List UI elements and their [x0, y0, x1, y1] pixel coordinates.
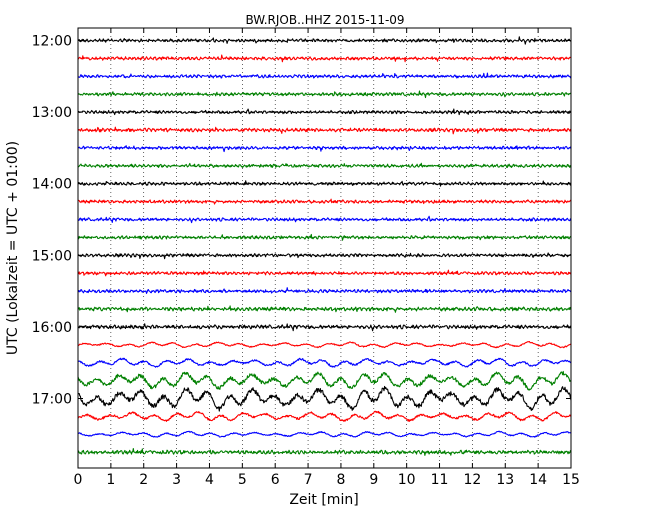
trace-line [77, 323, 572, 332]
trace-line [77, 305, 572, 313]
trace-line [77, 126, 572, 135]
trace-line [77, 180, 572, 187]
trace-line [77, 198, 572, 205]
trace-line [77, 233, 572, 241]
trace-line [77, 430, 572, 438]
x-tick-label: 5 [238, 472, 247, 488]
trace-line [77, 108, 572, 116]
trace-line [77, 36, 572, 45]
vertical-gridlines [110, 28, 539, 468]
x-tick-label: 11 [431, 472, 449, 488]
trace-line [77, 252, 572, 260]
y-tick-label: 14:00 [32, 177, 72, 193]
trace-line [77, 287, 572, 294]
trace-line [77, 341, 572, 349]
y-tick-label: 15:00 [32, 248, 72, 264]
x-tick-label: 12 [463, 472, 481, 488]
x-tick-label: 2 [139, 472, 148, 488]
x-tick-label: 6 [271, 472, 280, 488]
trace-line [77, 448, 572, 456]
x-tick-label: 8 [336, 472, 345, 488]
trace-line [77, 215, 572, 224]
trace-line [77, 370, 572, 391]
seismogram-traces [77, 36, 572, 456]
x-tick-label: 4 [205, 472, 214, 488]
x-axis-ticks: 0 1 2 3 4 5 6 7 8 9 10 11 12 13 14 15 [74, 28, 580, 488]
chart-title: BW.RJOB..HHZ 2015-11-09 [245, 13, 404, 27]
trace-line [77, 357, 572, 368]
trace-line [77, 162, 572, 169]
x-tick-label: 7 [304, 472, 313, 488]
plot-frame [77, 27, 572, 469]
y-tick-label: 13:00 [32, 105, 72, 121]
x-tick-label: 3 [172, 472, 181, 488]
y-axis-label: UTC (Lokalzeit = UTC + 01:00) [5, 141, 21, 355]
y-tick-label: 17:00 [32, 392, 72, 408]
x-tick-label: 15 [562, 472, 580, 488]
x-tick-label: 0 [74, 472, 83, 488]
trace-line [77, 90, 572, 99]
y-axis-ticks: 12:00 13:00 14:00 15:00 16:00 17:00 [32, 34, 571, 408]
x-tick-label: 1 [106, 472, 115, 488]
x-tick-label: 13 [496, 472, 514, 488]
x-tick-label: 10 [398, 472, 416, 488]
trace-line [77, 385, 572, 412]
trace-line [77, 72, 572, 79]
trace-line [77, 145, 572, 153]
trace-line [77, 269, 572, 277]
x-axis-label: Zeit [min] [289, 492, 358, 508]
y-tick-label: 12:00 [32, 34, 72, 50]
trace-line [77, 54, 572, 63]
x-tick-label: 9 [369, 472, 378, 488]
trace-line [77, 410, 572, 422]
y-tick-label: 16:00 [32, 320, 72, 336]
x-tick-label: 14 [529, 472, 547, 488]
